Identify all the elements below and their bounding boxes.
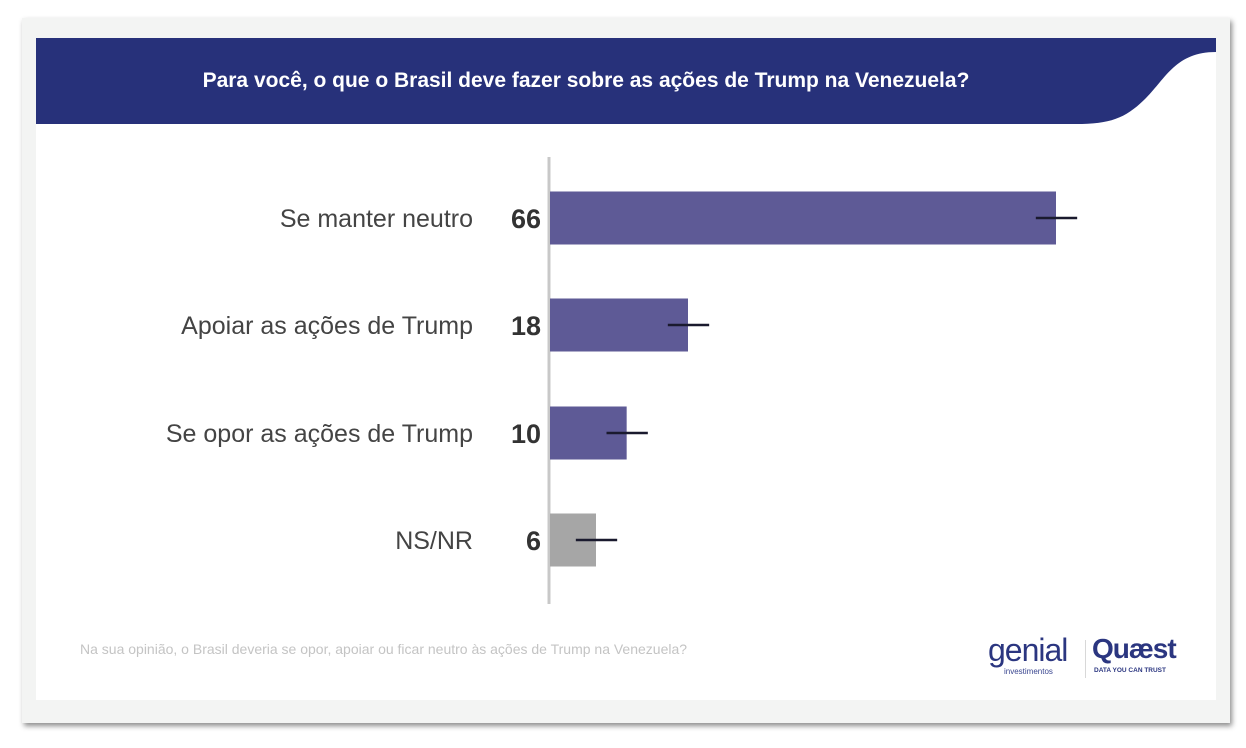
header-banner-shape [36,38,1216,124]
category-label-1: Apoiar as ações de Trump [181,312,473,340]
quaest-logo-tagline: DATA YOU CAN TRUST [1094,667,1166,674]
genial-logo-subtitle: investimentos [1004,667,1053,676]
quaest-logo: Quæst DATA YOU CAN TRUST [1090,633,1186,678]
bars-group: 66 Se manter neutro 18 Apoiar as ações de T… [166,191,1078,567]
question-footnote: Na sua opinião, o Brasil deveria se opor… [80,641,688,657]
quaest-logo-wordmark: Quæst [1092,633,1177,664]
logo-divider [1085,640,1086,678]
bar-1 [550,298,688,352]
value-label-0: 66 [511,204,541,234]
category-label-3: NS/NR [395,527,473,555]
genial-logo: genial investimentos [988,632,1080,676]
value-label-2: 10 [511,419,541,449]
header-banner [36,38,1216,124]
genial-logo-wordmark: genial [988,632,1068,668]
bar-0 [550,191,1056,245]
value-label-3: 6 [526,526,541,556]
value-label-1: 18 [511,311,541,341]
chart-panel [36,38,1216,700]
category-label-0: Se manter neutro [280,205,473,233]
chart-title: Para você, o que o Brasil deve fazer sob… [202,69,970,92]
category-label-2: Se opor as ações de Trump [166,420,473,448]
